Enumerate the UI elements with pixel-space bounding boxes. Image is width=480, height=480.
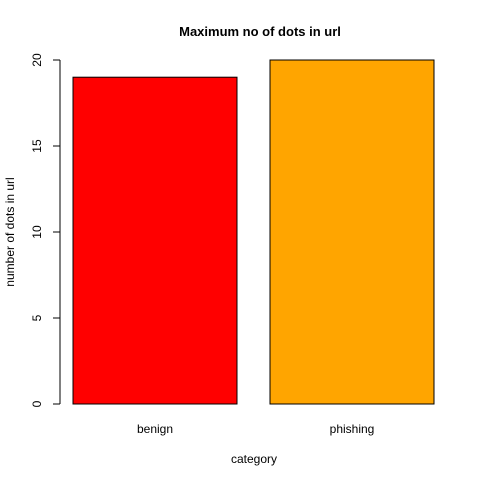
y-axis-label: number of dots in url: [3, 177, 17, 286]
chart-title: Maximum no of dots in url: [179, 24, 341, 39]
y-tick-label-15: 15: [30, 139, 44, 153]
y-tick-label-0: 0: [30, 400, 44, 407]
y-tick-label-20: 20: [30, 53, 44, 67]
bar-benign: [72, 76, 238, 405]
y-tick-label-5: 5: [30, 314, 44, 321]
bar-phishing: [269, 59, 435, 405]
x-tick-label-phishing: phishing: [330, 422, 375, 436]
y-tick-label-10: 10: [30, 225, 44, 239]
x-axis-tick-labels: benign phishing: [137, 422, 374, 436]
y-axis: 0 5 10 15 20: [30, 53, 61, 407]
x-tick-label-benign: benign: [137, 422, 173, 436]
bars-group: [72, 59, 435, 405]
x-axis-label: category: [231, 452, 277, 466]
